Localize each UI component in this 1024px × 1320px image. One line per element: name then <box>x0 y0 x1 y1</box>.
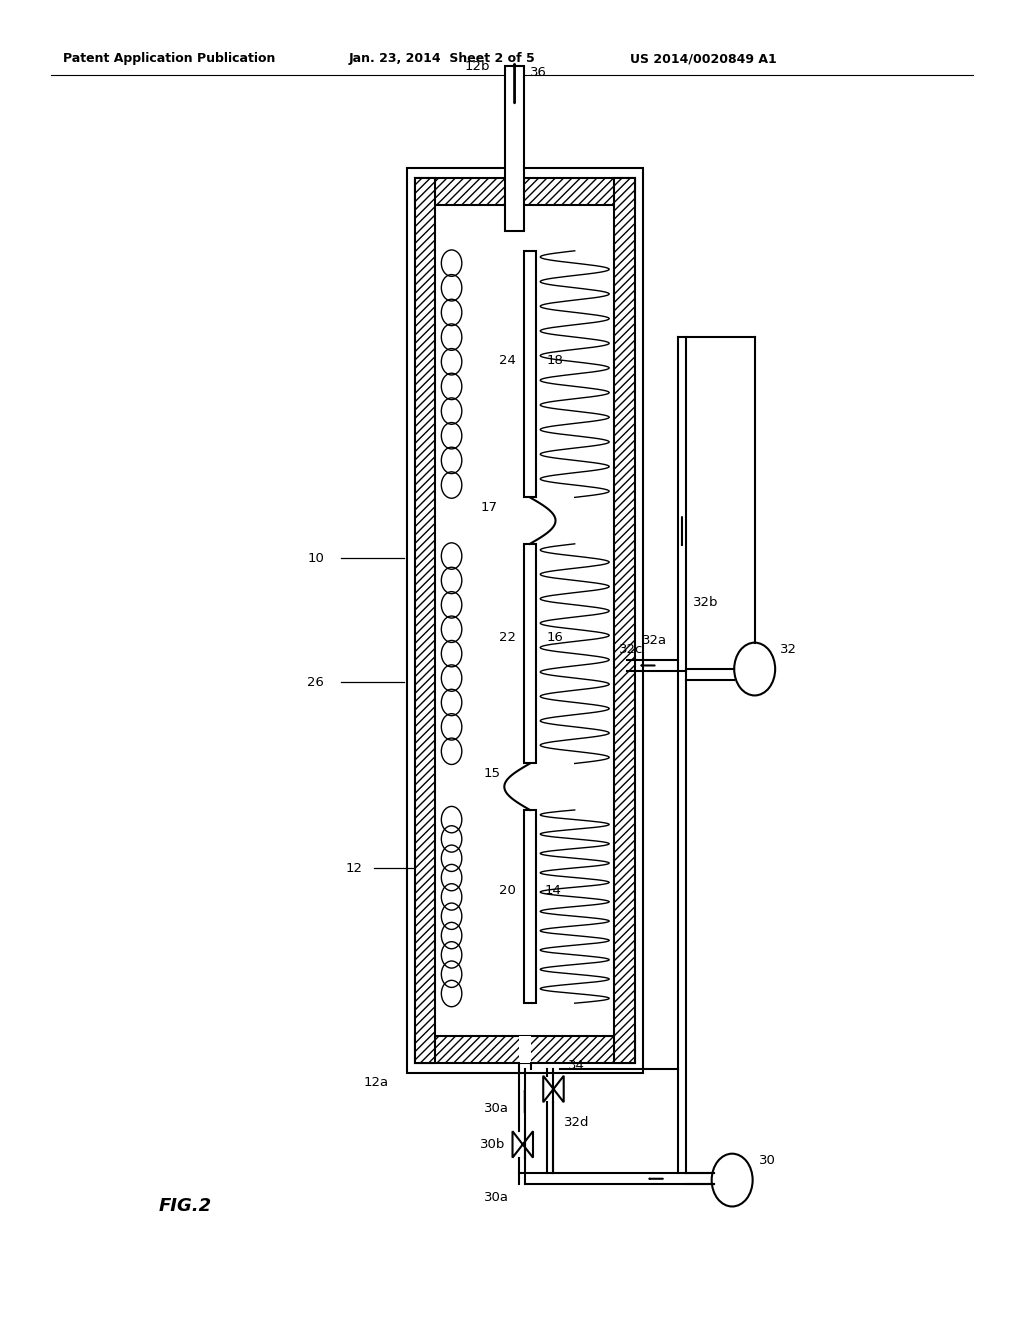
Text: 12a: 12a <box>364 1076 389 1089</box>
Bar <box>435 205 614 1036</box>
Text: 16: 16 <box>547 631 563 644</box>
Polygon shape <box>513 1131 534 1158</box>
Bar <box>407 168 643 1073</box>
Text: 30: 30 <box>759 1154 775 1167</box>
Text: 32b: 32b <box>693 597 719 610</box>
Text: 36: 36 <box>530 66 547 79</box>
Text: 12b: 12b <box>465 59 489 73</box>
Text: 30a: 30a <box>484 1102 509 1115</box>
Text: 32d: 32d <box>564 1115 589 1129</box>
Text: Patent Application Publication: Patent Application Publication <box>63 53 275 65</box>
Text: US 2014/0020849 A1: US 2014/0020849 A1 <box>630 53 776 65</box>
Bar <box>524 251 537 498</box>
Text: 10: 10 <box>307 552 324 565</box>
Text: 20: 20 <box>499 884 516 898</box>
Text: 34: 34 <box>568 1059 585 1072</box>
Text: 30b: 30b <box>480 1138 505 1151</box>
Bar <box>524 544 537 763</box>
Text: 32a: 32a <box>642 634 668 647</box>
Text: 15: 15 <box>484 767 501 780</box>
Text: 14: 14 <box>545 884 561 898</box>
Bar <box>524 810 537 1003</box>
Text: 18: 18 <box>547 354 563 367</box>
Text: FIG.2: FIG.2 <box>159 1197 212 1216</box>
Text: 24: 24 <box>499 354 516 367</box>
Bar <box>506 66 524 231</box>
Polygon shape <box>544 1076 564 1102</box>
Bar <box>415 178 435 1063</box>
Text: Jan. 23, 2014  Sheet 2 of 5: Jan. 23, 2014 Sheet 2 of 5 <box>348 53 535 65</box>
Text: 22: 22 <box>499 631 516 644</box>
Text: 12: 12 <box>345 862 362 875</box>
Bar <box>415 178 635 205</box>
Text: 26: 26 <box>307 676 324 689</box>
Text: 30a: 30a <box>484 1191 509 1204</box>
Bar <box>519 1036 531 1063</box>
Text: 32c: 32c <box>618 643 643 656</box>
Text: 32: 32 <box>780 643 798 656</box>
Bar <box>415 1036 635 1063</box>
Bar <box>614 178 635 1063</box>
Text: 17: 17 <box>481 500 498 513</box>
